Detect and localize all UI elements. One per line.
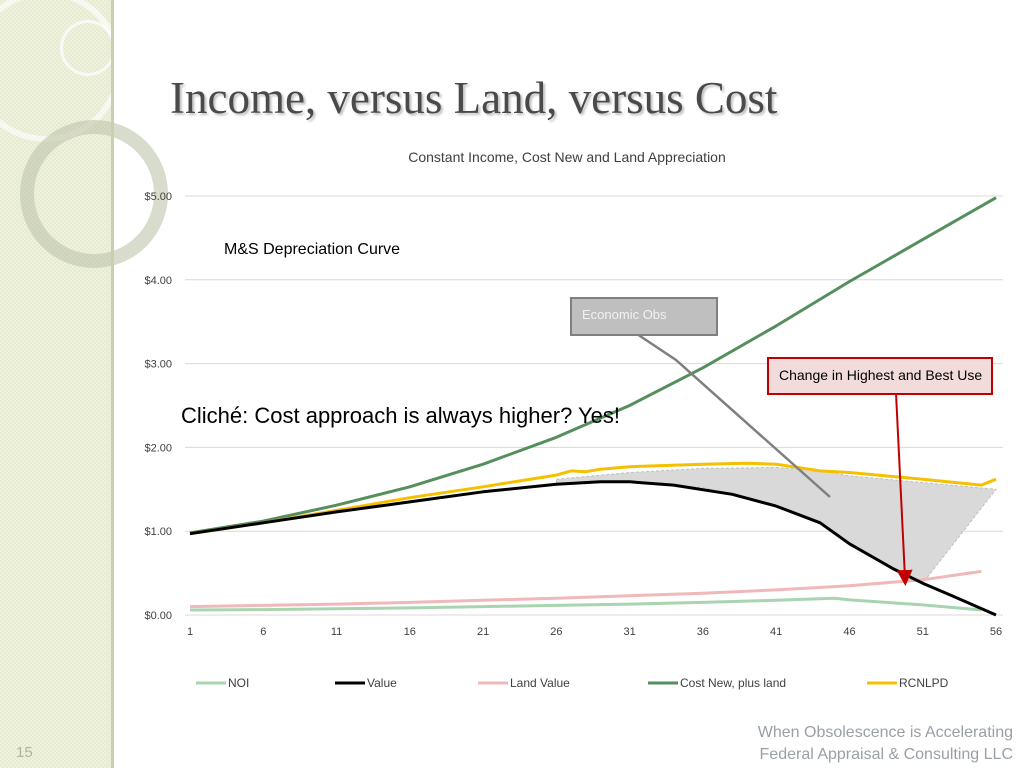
shaded-region xyxy=(555,467,997,584)
x-tick-label: 26 xyxy=(550,626,562,638)
highest-best-use-label: Change in Highest and Best Use xyxy=(779,367,983,383)
cliche-annotation: Cliché: Cost approach is always higher? … xyxy=(181,403,621,428)
economic-obs-callout: Economic Obs xyxy=(570,297,718,336)
x-tick-label: 46 xyxy=(843,626,855,638)
legend-label-land: Land Value xyxy=(510,676,570,690)
x-tick-label: 51 xyxy=(917,626,929,638)
x-axis-labels: 1 6 11 16 21 26 31 36 41 46 51 56 xyxy=(187,626,1002,638)
y-tick-label: $0.00 xyxy=(144,610,172,622)
page-number: 15 xyxy=(16,744,33,761)
legend: NOI Value Land Value Cost New, plus land RCN… xyxy=(196,676,949,690)
economic-obs-arrow xyxy=(636,332,831,498)
x-tick-label: 11 xyxy=(331,626,342,638)
x-tick-label: 1 xyxy=(187,626,193,638)
sidebar-edge xyxy=(111,0,114,768)
economic-obs-label: Economic Obs xyxy=(582,307,667,322)
y-axis-labels: $0.00 $1.00 $2.00 $3.00 $4.00 $5.00 xyxy=(144,191,172,622)
x-tick-label: 16 xyxy=(404,626,416,638)
y-tick-label: $2.00 xyxy=(144,442,172,454)
y-tick-label: $4.00 xyxy=(144,275,172,287)
x-tick-label: 56 xyxy=(990,626,1002,638)
slide-title: Income, versus Land, versus Cost xyxy=(170,73,778,123)
y-tick-label: $1.00 xyxy=(144,526,172,538)
ms-depreciation-label: M&S Depreciation Curve xyxy=(224,241,401,258)
chart-title: Constant Income, Cost New and Land Appre… xyxy=(408,149,726,165)
sidebar-decoration xyxy=(0,0,168,768)
y-tick-label: $3.00 xyxy=(144,359,172,371)
series-line-cost xyxy=(189,196,997,535)
series-lines xyxy=(189,196,997,617)
x-tick-label: 6 xyxy=(260,626,266,638)
legend-label-value: Value xyxy=(367,676,397,690)
footer-line-1: When Obsolescence is Accelerating xyxy=(757,724,1013,741)
y-tick-label: $5.00 xyxy=(144,191,172,203)
series-line-noi xyxy=(189,596,982,612)
highest-best-use-arrow xyxy=(895,392,913,586)
x-tick-label: 31 xyxy=(624,626,636,638)
x-tick-label: 41 xyxy=(770,626,782,638)
footer: When Obsolescence is Accelerating Federa… xyxy=(758,722,1013,766)
legend-label-rcnlpd: RCNLPD xyxy=(899,676,949,690)
legend-label-cost: Cost New, plus land xyxy=(680,676,786,690)
legend-label-noi: NOI xyxy=(228,676,249,690)
x-tick-label: 21 xyxy=(477,626,489,638)
series-line-land xyxy=(189,569,982,609)
annotation-arrows xyxy=(636,332,913,586)
highest-best-use-callout: Change in Highest and Best Use xyxy=(767,357,993,395)
shaded-area xyxy=(555,467,997,584)
footer-line-2: Federal Appraisal & Consulting LLC xyxy=(759,746,1013,763)
series-line-rcnlpd xyxy=(189,461,997,536)
decorative-circle-small xyxy=(60,20,116,76)
x-tick-label: 36 xyxy=(697,626,709,638)
